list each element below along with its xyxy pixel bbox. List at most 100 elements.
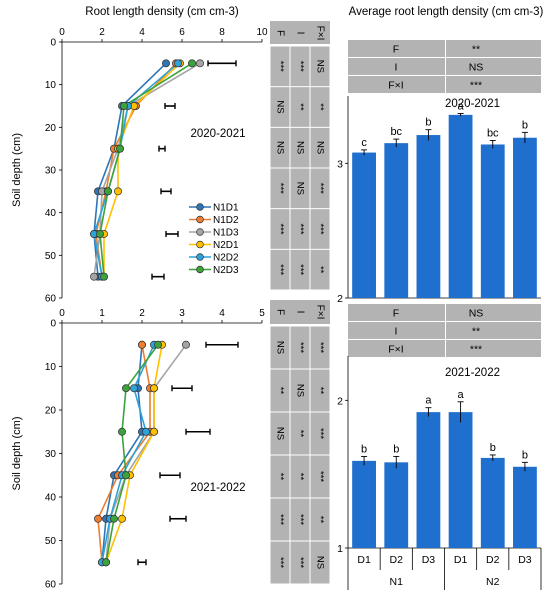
x-tick-label: 6 bbox=[179, 27, 185, 38]
y-tick-label: 50 bbox=[45, 251, 57, 262]
stats-cell bbox=[290, 249, 310, 290]
stats-cell bbox=[310, 498, 330, 541]
stats-significance: *** bbox=[470, 80, 482, 92]
stats-cell bbox=[270, 412, 290, 455]
stats-cell bbox=[270, 498, 290, 541]
legend-label-N1D2: N1D2 bbox=[213, 215, 239, 226]
data-point-N2D3 bbox=[122, 471, 130, 480]
bar-N1D3 bbox=[416, 412, 441, 548]
group-label: N2 bbox=[486, 576, 500, 588]
legend-marker-N1D3 bbox=[196, 228, 204, 236]
y-axis-label: Soil depth (cm) bbox=[11, 417, 23, 491]
y-tick-label: 20 bbox=[45, 406, 57, 417]
panel-year-label: 2020-2021 bbox=[191, 128, 246, 140]
legend-marker-N2D1 bbox=[196, 240, 204, 249]
stats-header-cell bbox=[270, 21, 290, 44]
stats-cell bbox=[270, 369, 290, 412]
stats-value: ** bbox=[314, 266, 325, 274]
stats-value: *** bbox=[314, 183, 325, 194]
stats-value: *** bbox=[294, 223, 305, 234]
group-label: N1 bbox=[390, 576, 404, 588]
stats-header-label: F bbox=[274, 30, 285, 36]
x-tick-label: 2 bbox=[139, 308, 145, 319]
stats-value: NS bbox=[274, 100, 285, 113]
stats-value: NS bbox=[274, 141, 285, 154]
bar-N1D3 bbox=[416, 135, 441, 298]
stats-value: NS bbox=[314, 60, 325, 73]
x-tick-label: D1 bbox=[454, 554, 468, 566]
stats-factor-cell bbox=[348, 76, 445, 93]
stats-cell bbox=[310, 326, 330, 369]
depth-profile-2020-2021: Root length density (cm cm-3) 0 2 4 6 8 10 0 10 2… bbox=[11, 6, 268, 305]
y-tick-label: 60 bbox=[45, 294, 57, 305]
data-point-N2D3 bbox=[122, 384, 130, 393]
stats-value: NS bbox=[314, 141, 325, 154]
bar-chart-2020-2021: Average root length density (cm cm-3) F **… bbox=[337, 6, 543, 305]
y-tick-label: 40 bbox=[45, 208, 57, 219]
series-line-N1D2 bbox=[95, 62, 177, 277]
bar-chart-2021-2022: F NS I ** F×I *** 1 2 b b a a b b 2021-2022 D1 D2 D3 D1 D2 D… bbox=[337, 304, 542, 590]
legend-label-N2D2: N2D2 bbox=[213, 253, 239, 264]
stats-value: *** bbox=[274, 61, 285, 72]
y-tick-label: 50 bbox=[45, 536, 57, 547]
stats-factor-label: F bbox=[393, 308, 399, 320]
x-tick-label: 5 bbox=[259, 308, 265, 319]
series-line-N1D3 bbox=[93, 62, 201, 277]
series-line-N1D1 bbox=[101, 344, 143, 563]
stats-factor-cell bbox=[348, 340, 445, 357]
stats-cell bbox=[290, 498, 310, 541]
stats-cell bbox=[290, 168, 310, 209]
data-point-N2D3 bbox=[188, 59, 196, 68]
y-tick-label: 60 bbox=[45, 580, 57, 591]
bar-N2D3 bbox=[513, 137, 537, 298]
legend-marker-N1D1 bbox=[196, 203, 204, 211]
stats-value: *** bbox=[274, 223, 285, 234]
stats-cell bbox=[270, 168, 290, 209]
stats-cell bbox=[310, 209, 330, 249]
bar-N2D2 bbox=[480, 457, 505, 548]
stats-cell bbox=[290, 46, 310, 87]
y-tick-label: 3 bbox=[337, 158, 343, 170]
stats-cell bbox=[310, 412, 330, 455]
series-line-N2D1 bbox=[103, 62, 181, 277]
stats-value: ** bbox=[294, 430, 305, 438]
data-point-N1D2 bbox=[138, 340, 146, 349]
stats-value: *** bbox=[314, 342, 325, 353]
stats-header-label: F×I bbox=[314, 305, 325, 320]
stats-cell bbox=[270, 249, 290, 290]
x-tick-label: D2 bbox=[486, 554, 500, 566]
bar-N1D1 bbox=[352, 152, 376, 298]
data-point-N2D1 bbox=[114, 187, 122, 196]
y-tick-label: 2 bbox=[337, 293, 343, 305]
y-tick-label: 10 bbox=[45, 80, 57, 91]
stats-value: *** bbox=[274, 514, 285, 525]
stats-factor-label: I bbox=[395, 326, 398, 338]
stats-value-cell bbox=[446, 40, 541, 57]
stats-factor-cell bbox=[348, 304, 445, 321]
significance-letter: c bbox=[361, 137, 367, 149]
x-tick-label: 1 bbox=[99, 308, 105, 319]
data-point-N2D3 bbox=[102, 558, 110, 567]
data-point-N1D3 bbox=[90, 272, 98, 281]
x-tick-label: 3 bbox=[179, 308, 185, 319]
legend-marker-N1D2 bbox=[196, 215, 204, 224]
stats-value: *** bbox=[294, 61, 305, 72]
data-point-N2D3 bbox=[118, 427, 126, 436]
x-tick-label: 8 bbox=[219, 27, 225, 38]
legend-label-N1D3: N1D3 bbox=[213, 228, 239, 239]
legend-label-N2D1: N2D1 bbox=[213, 240, 239, 251]
significance-letter: b bbox=[522, 119, 528, 131]
series-line-N2D1 bbox=[105, 344, 163, 563]
data-point-N2D2 bbox=[142, 427, 150, 436]
data-point-N2D3 bbox=[154, 340, 162, 349]
significance-letter: a bbox=[425, 395, 432, 407]
data-point-N1D1 bbox=[162, 59, 170, 68]
stats-cell bbox=[290, 369, 310, 412]
stats-value: ** bbox=[274, 387, 285, 395]
stats-value: *** bbox=[294, 514, 305, 525]
stats-cell bbox=[290, 455, 310, 498]
legend-label-N1D1: N1D1 bbox=[213, 203, 239, 214]
stats-cell bbox=[310, 168, 330, 209]
data-point-N2D3 bbox=[100, 272, 108, 281]
